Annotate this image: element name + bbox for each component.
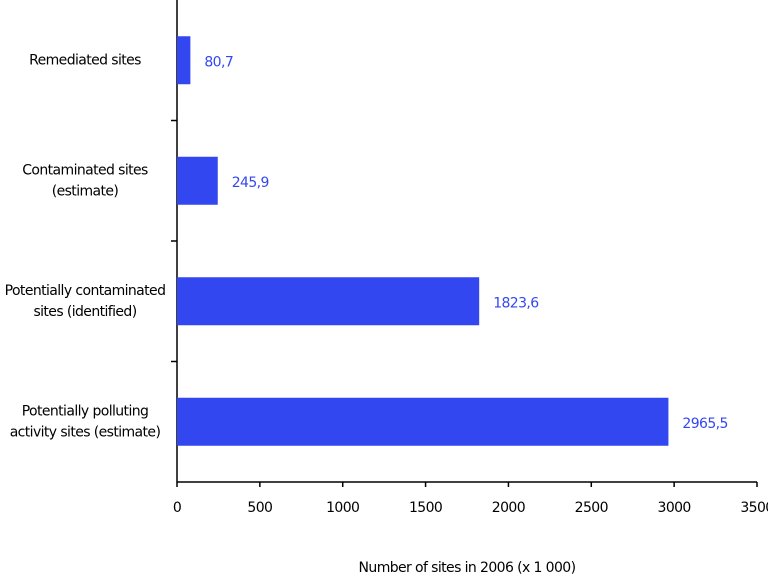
- x-axis-title: Number of sites in 2006 (x 1 000): [359, 560, 576, 576]
- bar: [177, 397, 669, 446]
- x-tick-label: 3000: [658, 500, 691, 516]
- value-label: 1823,6: [493, 295, 539, 311]
- y-tick-label: Contaminated sites: [22, 162, 148, 178]
- x-tick-label: 0: [173, 500, 181, 516]
- y-tick-label: activity sites (estimate): [10, 424, 161, 440]
- value-label: 2965,5: [682, 416, 727, 432]
- bar: [177, 156, 218, 205]
- y-tick-label: sites (identified): [33, 304, 136, 320]
- y-tick-label: Potentially contaminated: [5, 283, 166, 299]
- x-tick-label: 2000: [492, 500, 525, 516]
- x-tick-label: 1000: [326, 500, 359, 516]
- y-tick-label: Remediated sites: [29, 52, 141, 68]
- bar: [177, 36, 191, 85]
- y-tick-label: (estimate): [52, 183, 119, 199]
- x-tick-label: 3500: [740, 500, 768, 516]
- value-label: 245,9: [232, 175, 269, 191]
- bar: [177, 277, 480, 326]
- x-tick-label: 500: [247, 500, 272, 516]
- value-label: 80,7: [204, 54, 233, 70]
- x-tick-label: 1500: [409, 500, 442, 516]
- x-tick-label: 2500: [575, 500, 608, 516]
- y-tick-label: Potentially polluting: [22, 403, 149, 419]
